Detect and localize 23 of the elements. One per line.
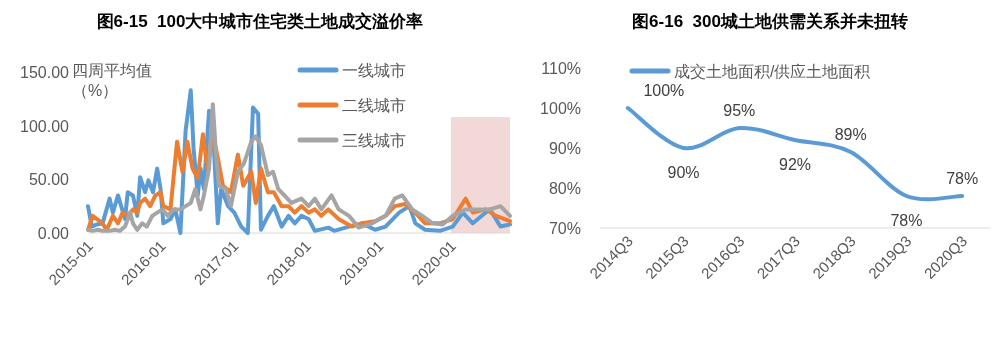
data-label: 78% bbox=[890, 212, 923, 229]
y-tick-label: 100.00 bbox=[20, 117, 70, 135]
y-tick-label: 90% bbox=[548, 140, 581, 157]
chart-title: 图6-16 300城土地供需关系并未扭转 bbox=[632, 12, 908, 31]
y-tick-label: 150.00 bbox=[20, 64, 70, 81]
y-tick-label: 70% bbox=[548, 220, 581, 237]
data-label: 89% bbox=[834, 126, 867, 143]
legend-label: 二线城市 bbox=[342, 97, 406, 114]
y-tick-label: 80% bbox=[548, 180, 581, 197]
data-label: 90% bbox=[667, 164, 700, 181]
legend-label: 一线城市 bbox=[342, 62, 406, 79]
y-tick-label: 110% bbox=[541, 60, 581, 77]
y-tick-label: 100% bbox=[540, 100, 581, 117]
data-label: 78% bbox=[946, 170, 979, 187]
legend-label: 成交土地面积/供应土地面积 bbox=[674, 63, 871, 80]
y-axis-title: 四周平均值（%） bbox=[72, 62, 152, 99]
data-label: 92% bbox=[778, 156, 812, 173]
y-tick-label: 0.00 bbox=[37, 225, 70, 242]
legend-label: 三线城市 bbox=[342, 132, 406, 149]
data-label: 100% bbox=[643, 82, 685, 99]
chart-title: 图6-15 100大中城市住宅类土地成交溢价率 bbox=[96, 12, 424, 31]
y-tick-label: 50.00 bbox=[28, 171, 70, 189]
data-label: 95% bbox=[723, 102, 756, 119]
